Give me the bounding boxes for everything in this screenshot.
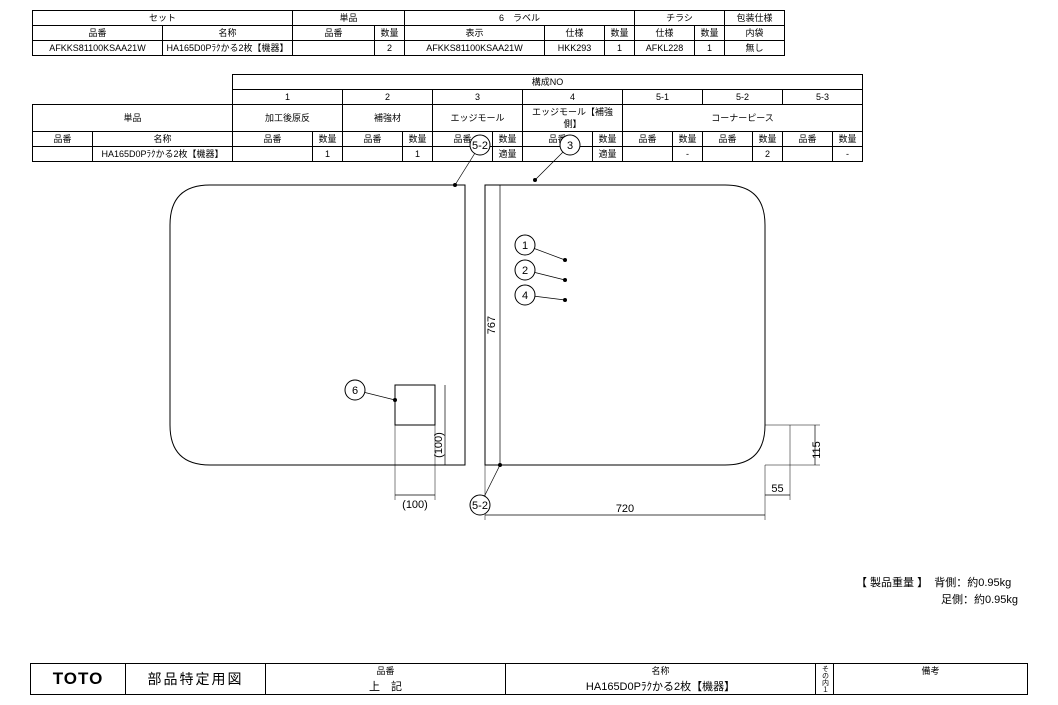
- table-cell: [703, 147, 753, 162]
- table-cell: [523, 147, 593, 162]
- weight-foot: 足側：約0.95kg: [941, 594, 1018, 606]
- logo: TOTO: [31, 664, 126, 694]
- technical-drawing: 76772055115(100)(100)5-2312465-2: [170, 170, 890, 590]
- table-set: セット単品6 ラベルチラシ包装仕様 品番名称品番数量表示仕様数量仕様数量内袋 A…: [32, 10, 785, 56]
- weight-info: 【 製品重量 】 背側：約0.95kg 足側：約0.95kg: [856, 575, 1018, 610]
- table-components: 構成NO 12345-15-25-3 単品加工後原反補強材エッジモールエッジモー…: [32, 74, 863, 162]
- svg-text:5-2: 5-2: [472, 140, 488, 152]
- table-col-header: 数量: [375, 26, 405, 41]
- table-col-header: 品番: [293, 26, 375, 41]
- table-group-header: セット: [33, 11, 293, 26]
- svg-text:720: 720: [616, 503, 634, 515]
- weight-label: 【 製品重量 】: [856, 577, 928, 589]
- table-cell: 無し: [725, 41, 785, 56]
- svg-text:6: 6: [352, 385, 358, 397]
- svg-text:115: 115: [811, 441, 823, 459]
- table-col-header: 品番: [623, 132, 673, 147]
- table-num-header: 1: [233, 90, 343, 105]
- table-cell: -: [673, 147, 703, 162]
- table-cell: [293, 41, 375, 56]
- sheet-indicator: その内１: [816, 664, 834, 694]
- table-num-header: 4: [523, 90, 623, 105]
- table-cell: 1: [695, 41, 725, 56]
- table-num-header: 5-1: [623, 90, 703, 105]
- table-cell: 1: [313, 147, 343, 162]
- svg-text:5-2: 5-2: [472, 500, 488, 512]
- weight-back: 背側：約0.95kg: [934, 577, 1011, 589]
- table-col-header: 数量: [403, 132, 433, 147]
- table-col-header: 数量: [695, 26, 725, 41]
- table-cell: AFKL228: [635, 41, 695, 56]
- table-col-header: 数量: [493, 132, 523, 147]
- table-col-header: 数量: [593, 132, 623, 147]
- table-group-header: エッジモール: [433, 105, 523, 132]
- table-group-header: 加工後原反: [233, 105, 343, 132]
- table-group-header: エッジモール【補強側】: [523, 105, 623, 132]
- table-col-header: 名称: [163, 26, 293, 41]
- table-cell: -: [833, 147, 863, 162]
- table-cell: HA165D0Pﾗｸかる2枚【機器】: [93, 147, 233, 162]
- table-col-header: 品番: [703, 132, 753, 147]
- title-block: TOTO 部品特定用図 品番 上 記 名称 HA165D0Pﾗｸかる2枚【機器】…: [30, 663, 1028, 695]
- table-group-header: 補強材: [343, 105, 433, 132]
- table-num-header: 5-2: [703, 90, 783, 105]
- table-cell: 2: [753, 147, 783, 162]
- table-col-header: 内袋: [725, 26, 785, 41]
- table-group-header: 単品: [293, 11, 405, 26]
- table-cell: [233, 147, 313, 162]
- table-cell: HA165D0Pﾗｸかる2枚【機器】: [163, 41, 293, 56]
- table-cell: AFKKS81100KSAA21W: [33, 41, 163, 56]
- table-cell: AFKKS81100KSAA21W: [405, 41, 545, 56]
- table-cell: [343, 147, 403, 162]
- svg-text:2: 2: [522, 265, 528, 277]
- table-cell: 1: [605, 41, 635, 56]
- table-col-header: 品番: [233, 132, 313, 147]
- table-group-header: 6 ラベル: [405, 11, 635, 26]
- table-col-header: 品番: [343, 132, 403, 147]
- table-col-header: 表示: [405, 26, 545, 41]
- part-label: 品番: [376, 664, 394, 677]
- table-col-header: 仕様: [635, 26, 695, 41]
- table-col-header: 品番: [33, 26, 163, 41]
- svg-text:55: 55: [771, 483, 783, 495]
- table-col-header: 数量: [833, 132, 863, 147]
- table-top-label: 構成NO: [233, 75, 863, 90]
- svg-text:1: 1: [522, 240, 528, 252]
- table-group-header: コーナーピース: [623, 105, 863, 132]
- table-cell: 1: [403, 147, 433, 162]
- name-label: 名称: [651, 664, 669, 677]
- table-cell: HKK293: [545, 41, 605, 56]
- table-col-header: 品番: [523, 132, 593, 147]
- svg-text:4: 4: [522, 290, 528, 302]
- part-value: 上 記: [272, 677, 499, 694]
- table-group-header: 単品: [33, 105, 233, 132]
- table-col-header: 品番: [783, 132, 833, 147]
- table-cell: [33, 147, 93, 162]
- table-col-header: 数量: [313, 132, 343, 147]
- table-num-header: 2: [343, 90, 433, 105]
- name-value: HA165D0Pﾗｸかる2枚【機器】: [512, 677, 809, 694]
- table-num-header: 3: [433, 90, 523, 105]
- svg-text:(100): (100): [402, 499, 428, 511]
- table-col-header: 数量: [753, 132, 783, 147]
- remarks-label: 備考: [921, 664, 939, 677]
- table-cell: 2: [375, 41, 405, 56]
- table-col-header: 名称: [93, 132, 233, 147]
- svg-text:3: 3: [567, 140, 573, 152]
- table-cell: 適量: [593, 147, 623, 162]
- table-group-header: チラシ: [635, 11, 725, 26]
- table-col-header: 数量: [605, 26, 635, 41]
- table-cell: [783, 147, 833, 162]
- table-col-header: 品番: [33, 132, 93, 147]
- table-num-header: 5-3: [783, 90, 863, 105]
- table-cell: 適量: [493, 147, 523, 162]
- svg-text:767: 767: [486, 316, 498, 334]
- table-cell: [623, 147, 673, 162]
- drawing-type: 部品特定用図: [126, 664, 266, 694]
- table-group-header: 包装仕様: [725, 11, 785, 26]
- table-col-header: 数量: [673, 132, 703, 147]
- table-col-header: 仕様: [545, 26, 605, 41]
